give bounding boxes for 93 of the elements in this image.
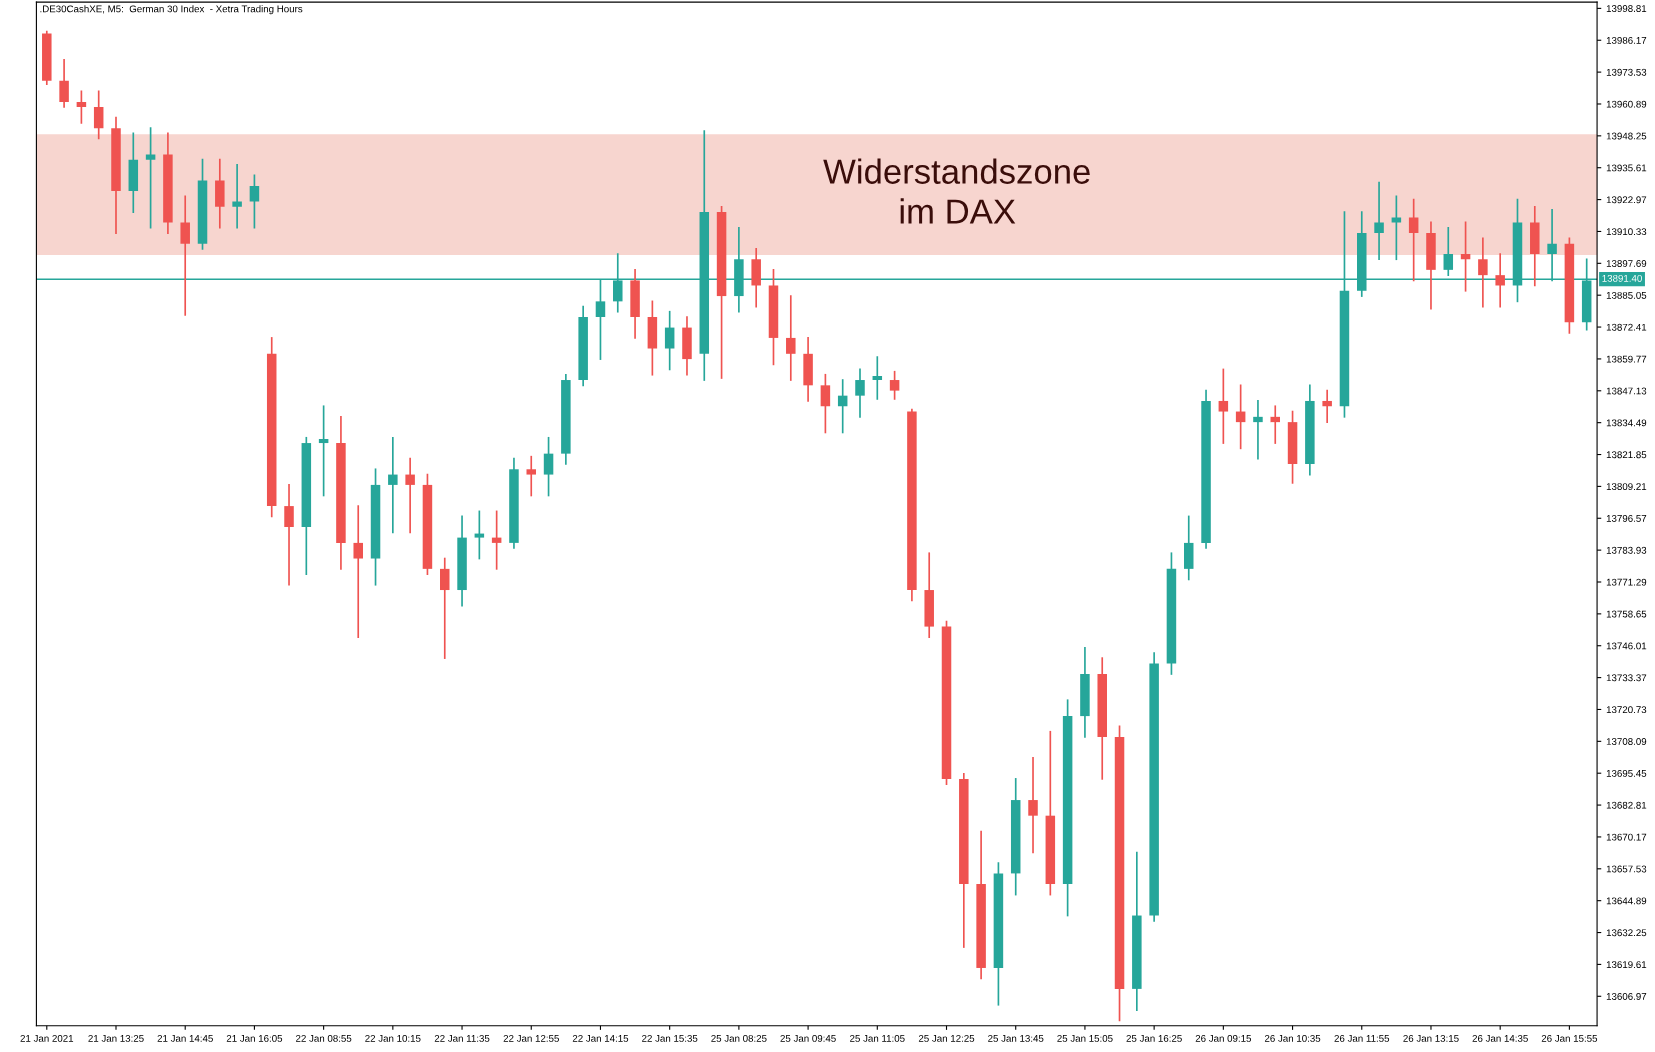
candlestick	[93, 90, 104, 140]
candlestick	[820, 373, 831, 434]
candlestick	[388, 436, 398, 534]
y-tick-label: 13657.53	[1606, 865, 1647, 873]
y-tick-label: 13619.61	[1606, 961, 1647, 969]
candlestick	[1270, 405, 1281, 444]
y-tick-label: 13935.61	[1606, 164, 1647, 172]
x-tick-label: 26 Jan 15:55	[1541, 1034, 1598, 1042]
y-tick-label: 13872.41	[1606, 323, 1647, 331]
y-tick-label: 13897.69	[1606, 260, 1647, 267]
x-tick-label: 25 Jan 15:05	[1057, 1034, 1113, 1042]
candlestick	[1460, 221, 1471, 292]
y-tick-label: 13670.17	[1606, 833, 1647, 841]
x-tick-label: 25 Jan 11:05	[850, 1034, 905, 1042]
ref-line-label: 13891.40	[1602, 274, 1642, 282]
x-tick-label: 22 Jan 15:35	[642, 1034, 698, 1042]
x-tick-label: 22 Jan 11:35	[434, 1034, 490, 1042]
y-tick-label: 13632.25	[1606, 929, 1647, 937]
y-tick-label: 13885.05	[1606, 291, 1647, 299]
x-tick-label: 22 Jan 12:55	[503, 1034, 559, 1042]
candlestick	[284, 484, 294, 586]
y-tick-label: 13973.53	[1606, 68, 1647, 76]
candlestick	[491, 510, 502, 570]
x-tick-label: 25 Jan 09:45	[780, 1034, 836, 1042]
band-label: Widerstandszone im DAX	[823, 158, 1090, 224]
y-tick-label: 13733.37	[1606, 674, 1647, 682]
candlestick	[872, 356, 883, 400]
x-tick-label: 21 Jan 13:25	[88, 1034, 144, 1042]
y-tick-label: 13771.29	[1606, 578, 1647, 586]
y-tick-label: 13922.97	[1606, 196, 1647, 204]
candlestick	[1495, 253, 1505, 308]
y-tick-label: 13720.73	[1606, 706, 1647, 714]
y-tick-label: 13708.09	[1606, 738, 1647, 745]
candlestick	[1443, 226, 1454, 276]
y-tick-label: 13910.33	[1606, 228, 1647, 236]
candlestick	[526, 455, 537, 497]
x-tick-label: 26 Jan 11:55	[1334, 1034, 1390, 1042]
y-tick-label: 13809.21	[1606, 483, 1647, 491]
chart-title: .DE30CashXE, M5: German 30 Index - Xetra Trading Hours	[40, 5, 303, 15]
candlestick	[1253, 400, 1263, 460]
candlestick	[1478, 237, 1488, 308]
candlestick	[145, 127, 156, 229]
x-tick-label: 26 Jan 14:35	[1472, 1034, 1528, 1042]
y-tick-label: 13960.89	[1606, 100, 1647, 108]
y-tick-label: 13998.81	[1606, 5, 1647, 12]
y-tick-label: 13695.45	[1606, 769, 1647, 777]
y-tick-label: 13948.25	[1606, 132, 1647, 140]
candlestick	[1218, 368, 1229, 444]
candlestick	[405, 457, 415, 534]
y-tick-label: 13859.77	[1606, 355, 1647, 363]
candlestick	[76, 90, 87, 124]
candlestick	[1322, 389, 1332, 423]
x-tick-label: 22 Jan 10:15	[365, 1034, 421, 1042]
candlestick	[232, 163, 242, 229]
x-tick-label: 26 Jan 10:35	[1264, 1034, 1321, 1042]
candlestick	[889, 370, 900, 400]
x-tick-label: 26 Jan 09:15	[1195, 1034, 1252, 1042]
y-tick-label: 13821.85	[1606, 451, 1647, 459]
candlestick	[543, 436, 554, 497]
candlestick	[1374, 181, 1384, 261]
y-tick-label: 13746.01	[1606, 642, 1647, 650]
x-tick-label: 26 Jan 13:15	[1403, 1034, 1459, 1042]
candlestick	[1408, 198, 1419, 282]
y-tick-label: 13758.65	[1606, 610, 1647, 618]
candlestick	[474, 510, 485, 560]
candlestick	[664, 310, 675, 371]
candlestick	[439, 557, 450, 659]
candlestick	[180, 195, 190, 316]
x-tick-label: 22 Jan 14:15	[572, 1034, 629, 1042]
x-tick-label: 25 Jan 16:25	[1126, 1034, 1182, 1042]
candlestick	[353, 505, 363, 639]
y-tick-label: 13606.97	[1606, 993, 1647, 1000]
candlestick	[786, 295, 796, 381]
candlestick	[1391, 195, 1402, 261]
y-tick-label: 13644.89	[1606, 897, 1647, 905]
y-tick-label: 13986.17	[1606, 36, 1647, 44]
x-tick-label: 25 Jan 12:25	[918, 1034, 975, 1042]
y-tick-label: 13796.57	[1606, 515, 1647, 522]
x-tick-label: 22 Jan 08:55	[296, 1034, 352, 1042]
x-tick-label: 21 Jan 16:05	[226, 1034, 283, 1042]
candlestick	[855, 368, 865, 418]
y-tick-label: 13682.81	[1606, 801, 1647, 809]
y-tick-label: 13847.13	[1606, 387, 1647, 395]
x-tick-label: 21 Jan 2021	[20, 1034, 74, 1042]
candlestick	[249, 174, 260, 229]
y-tick-label: 13834.49	[1606, 419, 1647, 427]
x-tick-label: 25 Jan 08:25	[711, 1034, 767, 1042]
candlestick	[59, 59, 69, 108]
x-tick-label: 21 Jan 14:45	[157, 1034, 213, 1042]
candlestick	[1028, 757, 1038, 854]
candlestick	[318, 405, 329, 497]
x-tick-label: 25 Jan 13:45	[988, 1034, 1044, 1042]
y-tick-label: 13783.93	[1606, 546, 1647, 554]
